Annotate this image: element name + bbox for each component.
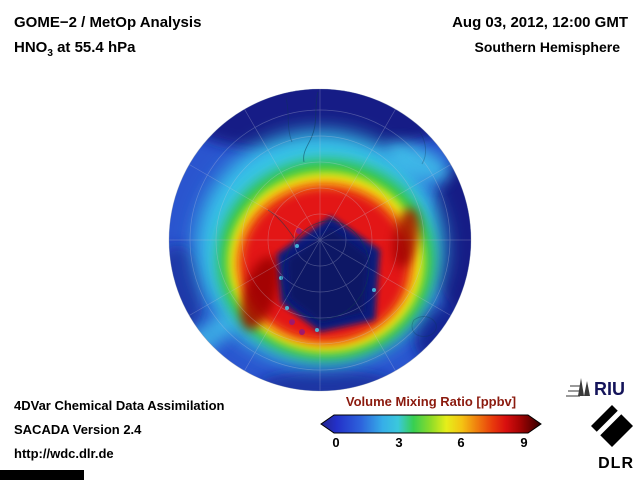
coastlines xyxy=(267,91,437,337)
version-label: SACADA Version 2.4 xyxy=(14,422,142,437)
footer-credits: 4DVar Chemical Data Assimilation SACADA … xyxy=(14,398,225,470)
graticule-lines xyxy=(169,89,471,391)
colorbar-title: Volume Mixing Ratio [ppbv] xyxy=(345,394,517,409)
colorbar: Volume Mixing Ratio [ppbv] 0 3 6 9 xyxy=(320,394,542,450)
tick-3: 3 xyxy=(395,435,403,450)
species-name: HNO xyxy=(14,39,48,56)
assimilation-label: 4DVar Chemical Data Assimilation xyxy=(14,398,225,413)
tick-0: 0 xyxy=(332,435,340,450)
hemisphere-map xyxy=(168,88,472,392)
dlr-logo-text: DLR xyxy=(598,455,634,472)
hemisphere-label: Southern Hemisphere xyxy=(474,39,620,55)
globe-heatmap-graphic xyxy=(168,88,472,392)
date-label: Aug 03, 2012, 12:00 GMT xyxy=(452,14,628,31)
species-level-title: HNO3 at 55.4 hPa xyxy=(14,35,201,66)
cathedral-icon xyxy=(578,378,590,396)
riu-logo-text: RIU xyxy=(594,379,625,399)
riu-logo: RIU xyxy=(564,372,634,402)
tick-6: 6 xyxy=(457,435,465,450)
pressure-level: at 55.4 hPa xyxy=(52,39,136,56)
bottom-black-bar xyxy=(0,470,84,480)
url-label: http://wdc.dlr.de xyxy=(14,446,114,461)
header-left: GOME−2 / MetOp Analysis HNO3 at 55.4 hPa xyxy=(14,10,201,66)
header-right: Aug 03, 2012, 12:00 GMT Southern Hemisph… xyxy=(452,10,628,60)
colorbar-gradient xyxy=(320,414,542,434)
dlr-emblem-icon xyxy=(591,405,633,447)
colorbar-tick-labels: 0 3 6 9 xyxy=(320,434,542,450)
tick-9: 9 xyxy=(520,435,528,450)
dlr-logo: DLR xyxy=(576,404,634,472)
species-subscript: 3 xyxy=(47,48,53,59)
analysis-title: GOME−2 / MetOp Analysis xyxy=(14,14,202,31)
